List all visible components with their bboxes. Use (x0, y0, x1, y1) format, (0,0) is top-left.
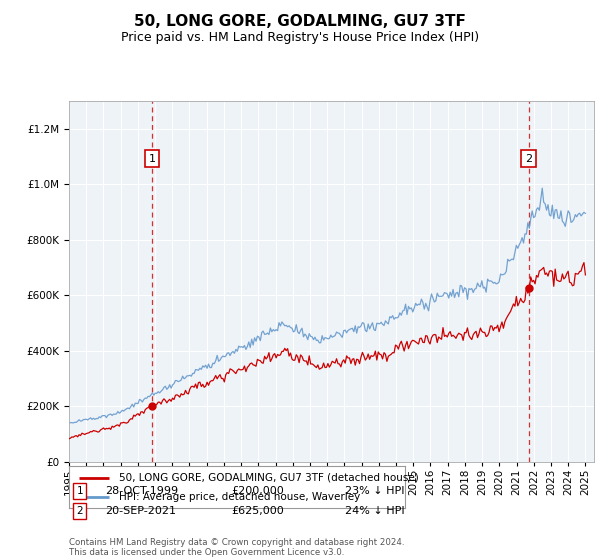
Text: £625,000: £625,000 (231, 506, 284, 516)
Text: HPI: Average price, detached house, Waverley: HPI: Average price, detached house, Wave… (119, 492, 361, 502)
Text: £200,000: £200,000 (231, 486, 284, 496)
Text: 2: 2 (526, 153, 532, 164)
Text: 28-OCT-1999: 28-OCT-1999 (105, 486, 178, 496)
Text: 50, LONG GORE, GODALMING, GU7 3TF: 50, LONG GORE, GODALMING, GU7 3TF (134, 14, 466, 29)
Text: Contains HM Land Registry data © Crown copyright and database right 2024.
This d: Contains HM Land Registry data © Crown c… (69, 538, 404, 557)
Text: 1: 1 (148, 153, 155, 164)
Text: 2: 2 (76, 506, 83, 516)
Text: 24% ↓ HPI: 24% ↓ HPI (345, 506, 404, 516)
Text: Price paid vs. HM Land Registry's House Price Index (HPI): Price paid vs. HM Land Registry's House … (121, 31, 479, 44)
Text: 50, LONG GORE, GODALMING, GU7 3TF (detached house): 50, LONG GORE, GODALMING, GU7 3TF (detac… (119, 473, 419, 483)
Text: 1: 1 (76, 486, 83, 496)
Text: 20-SEP-2021: 20-SEP-2021 (105, 506, 176, 516)
Text: 23% ↓ HPI: 23% ↓ HPI (345, 486, 404, 496)
